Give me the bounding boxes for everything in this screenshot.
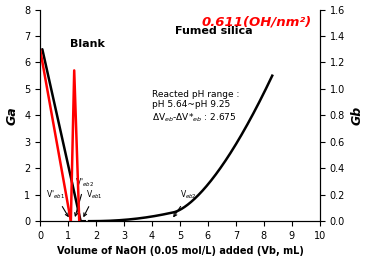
X-axis label: Volume of NaOH (0.05 mol/L) added (Vb, mL): Volume of NaOH (0.05 mol/L) added (Vb, m… bbox=[56, 247, 303, 256]
Text: Blank: Blank bbox=[70, 39, 105, 49]
Text: V'$_{eb1}$: V'$_{eb1}$ bbox=[46, 189, 68, 216]
Text: V$_{eb2}$: V$_{eb2}$ bbox=[174, 189, 197, 216]
Text: Fumed silica: Fumed silica bbox=[175, 26, 252, 36]
Text: 0.611(OH/nm²): 0.611(OH/nm²) bbox=[201, 16, 311, 29]
Y-axis label: Ga: Ga bbox=[6, 106, 18, 125]
Text: Reacted pH range :
pH 5.64~pH 9.25
$\Delta$V$_{eb}$-$\Delta$V*$_{eb}$ : 2.675: Reacted pH range : pH 5.64~pH 9.25 $\Del… bbox=[152, 90, 239, 124]
Y-axis label: Gb: Gb bbox=[351, 106, 363, 125]
Text: V'$_{eb2}$: V'$_{eb2}$ bbox=[75, 177, 94, 216]
Text: V$_{eb1}$: V$_{eb1}$ bbox=[84, 189, 103, 216]
